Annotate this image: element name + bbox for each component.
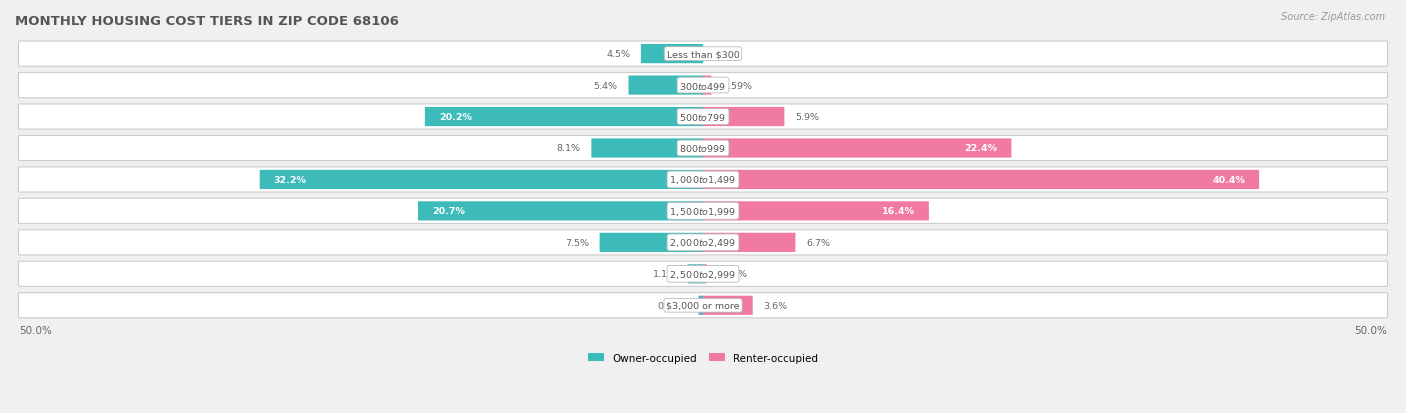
Text: $300 to $499: $300 to $499 <box>679 81 727 91</box>
Text: 20.2%: 20.2% <box>439 113 471 122</box>
Text: 0.0%: 0.0% <box>714 50 738 59</box>
FancyBboxPatch shape <box>18 136 1388 161</box>
Text: $1,500 to $1,999: $1,500 to $1,999 <box>669 205 737 217</box>
Text: 32.2%: 32.2% <box>274 176 307 185</box>
Text: 16.4%: 16.4% <box>882 207 915 216</box>
FancyBboxPatch shape <box>425 108 703 127</box>
Text: 5.4%: 5.4% <box>593 81 617 90</box>
FancyBboxPatch shape <box>688 265 703 284</box>
Text: 0.31%: 0.31% <box>658 301 688 310</box>
Text: 4.5%: 4.5% <box>606 50 630 59</box>
Text: $2,500 to $2,999: $2,500 to $2,999 <box>669 268 737 280</box>
FancyBboxPatch shape <box>703 76 711 95</box>
FancyBboxPatch shape <box>703 233 796 252</box>
Text: $500 to $799: $500 to $799 <box>679 112 727 123</box>
FancyBboxPatch shape <box>18 293 1388 318</box>
FancyBboxPatch shape <box>18 199 1388 224</box>
Text: 3.6%: 3.6% <box>763 301 787 310</box>
FancyBboxPatch shape <box>628 76 703 95</box>
FancyBboxPatch shape <box>18 261 1388 287</box>
Text: 50.0%: 50.0% <box>20 325 52 335</box>
Text: $800 to $999: $800 to $999 <box>679 143 727 154</box>
Text: 22.4%: 22.4% <box>965 144 997 153</box>
FancyBboxPatch shape <box>703 202 929 221</box>
FancyBboxPatch shape <box>260 171 703 190</box>
FancyBboxPatch shape <box>699 296 703 315</box>
Text: 40.4%: 40.4% <box>1212 176 1246 185</box>
Text: MONTHLY HOUSING COST TIERS IN ZIP CODE 68106: MONTHLY HOUSING COST TIERS IN ZIP CODE 6… <box>15 15 399 28</box>
Text: 50.0%: 50.0% <box>1354 325 1386 335</box>
Legend: Owner-occupied, Renter-occupied: Owner-occupied, Renter-occupied <box>583 349 823 367</box>
FancyBboxPatch shape <box>592 139 703 158</box>
Text: 5.9%: 5.9% <box>796 113 820 122</box>
FancyBboxPatch shape <box>18 167 1388 192</box>
Text: 8.1%: 8.1% <box>557 144 581 153</box>
FancyBboxPatch shape <box>703 171 1260 190</box>
Text: 20.7%: 20.7% <box>432 207 465 216</box>
FancyBboxPatch shape <box>18 42 1388 67</box>
FancyBboxPatch shape <box>703 296 752 315</box>
FancyBboxPatch shape <box>418 202 703 221</box>
FancyBboxPatch shape <box>18 74 1388 98</box>
Text: 6.7%: 6.7% <box>806 238 830 247</box>
FancyBboxPatch shape <box>703 108 785 127</box>
Text: Less than $300: Less than $300 <box>666 50 740 59</box>
Text: 7.5%: 7.5% <box>565 238 589 247</box>
Text: 0.59%: 0.59% <box>723 81 752 90</box>
FancyBboxPatch shape <box>18 230 1388 255</box>
FancyBboxPatch shape <box>641 45 703 64</box>
Text: Source: ZipAtlas.com: Source: ZipAtlas.com <box>1281 12 1385 22</box>
Text: 1.1%: 1.1% <box>652 270 676 279</box>
FancyBboxPatch shape <box>599 233 703 252</box>
Text: $3,000 or more: $3,000 or more <box>666 301 740 310</box>
Text: $2,000 to $2,499: $2,000 to $2,499 <box>669 237 737 249</box>
Text: $1,000 to $1,499: $1,000 to $1,499 <box>669 174 737 186</box>
FancyBboxPatch shape <box>18 104 1388 130</box>
FancyBboxPatch shape <box>703 139 1011 158</box>
Text: 0.25%: 0.25% <box>717 270 748 279</box>
FancyBboxPatch shape <box>703 265 707 284</box>
